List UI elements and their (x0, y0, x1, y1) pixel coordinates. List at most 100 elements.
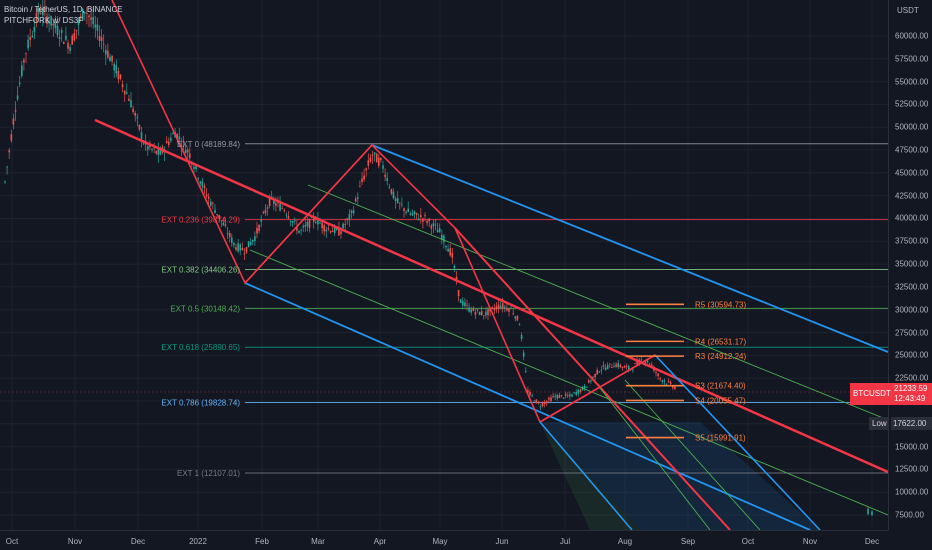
candle-body (54, 22, 57, 28)
candle-body (451, 252, 454, 258)
candle-body (69, 46, 71, 51)
candle-body (249, 242, 252, 245)
pitchfork-median-line (94, 118, 888, 474)
candle-body (197, 178, 199, 180)
candle-body (6, 166, 8, 168)
candle-body (585, 386, 588, 388)
candle-body (508, 308, 510, 312)
candle-body (468, 307, 470, 312)
candle-body (533, 400, 535, 402)
candle-body (138, 125, 141, 130)
candle-body (254, 236, 256, 241)
candle-body (42, 8, 44, 16)
candle-body (634, 363, 636, 365)
fib-level-label: EXT 0.382 (34406.26) (161, 266, 240, 275)
channel-fill-green (540, 422, 640, 530)
price-axis[interactable]: USDT 60000.00 57500.00 55000.00 52500.00 500… (888, 0, 932, 530)
candle-body (107, 50, 109, 58)
candle-body (170, 137, 172, 141)
candle-body (88, 15, 90, 18)
candle-body (447, 248, 449, 252)
candle-body (306, 222, 309, 227)
candle-body (279, 203, 281, 211)
candle-body (105, 50, 107, 55)
candle-body (470, 309, 472, 313)
fib-level-label: EXT 0.786 (19828.74) (161, 399, 240, 408)
candle-body (136, 116, 139, 118)
candle-body (373, 152, 376, 155)
time-tick-label: Aug (617, 537, 633, 546)
candle-body (625, 366, 628, 367)
chart-legend[interactable]: Bitcoin / TetherUS, 1D, BINANCE PITCHFOR… (4, 4, 123, 26)
candle-body (522, 352, 525, 357)
candle-body (285, 214, 288, 216)
price-tick-label: 7500.00 (895, 510, 924, 520)
time-tick-label: Sep (680, 537, 696, 546)
candle-body (102, 43, 105, 45)
candle-body (640, 359, 643, 361)
candle-body (132, 108, 134, 112)
candle-body (560, 395, 563, 396)
candle-body (413, 211, 416, 214)
candle-body (121, 84, 124, 88)
candle-body (266, 207, 269, 209)
candle-body (317, 217, 319, 225)
candle-body (466, 304, 468, 306)
candle-body (525, 371, 527, 373)
time-axis[interactable]: Oct Nov Dec 2022 Feb Mar Apr May Jun Jul Aug Sep Oct… (0, 530, 888, 550)
price-tick-label: 35000.00 (895, 259, 929, 269)
candle-body (8, 150, 10, 153)
candle-body (262, 212, 265, 214)
candle-body (298, 230, 300, 233)
candle-body (527, 390, 529, 393)
candle-body (134, 112, 136, 116)
candle-body (98, 35, 101, 41)
candle-body (10, 134, 13, 141)
indicator-title[interactable]: PITCHFORK w/ DS3F (4, 16, 84, 25)
time-tick-label: Nov (67, 537, 83, 546)
candle-body (510, 307, 512, 309)
candle-body (182, 140, 185, 142)
candle-body (100, 37, 103, 41)
candle-body (459, 299, 462, 304)
candle-body (483, 315, 485, 317)
candle-body (606, 365, 609, 369)
candle-body (474, 311, 477, 315)
candle-body (367, 160, 370, 166)
candle-body (598, 371, 601, 373)
candle-body (228, 232, 231, 237)
candle-body (651, 364, 653, 366)
candle-body (672, 386, 674, 388)
price-tick-label: 50000.00 (895, 122, 929, 132)
price-tick-label: 27500.00 (895, 328, 929, 338)
pivot-label: S4 (20055.47) (695, 396, 746, 405)
candle-body (420, 215, 422, 218)
candle-body (632, 369, 634, 371)
pitchfork-inner-upper (307, 184, 888, 421)
candle-body (189, 153, 191, 159)
candle-body (184, 149, 187, 154)
candle-body (315, 221, 317, 223)
symbol-title[interactable]: Bitcoin / TetherUS, 1D, BINANCE (4, 5, 123, 14)
price-tick-label: 22500.00 (895, 373, 929, 383)
last-price-tag: BTCUSDT 21233.59 12:43:49 (850, 383, 932, 405)
candle-body (31, 35, 34, 38)
price-tick-label: 37500.00 (895, 236, 929, 246)
grid-lines (0, 0, 888, 530)
candle-body (140, 132, 143, 139)
candle-body (50, 15, 52, 26)
candle-body (245, 247, 248, 253)
candle-body (441, 234, 443, 240)
chart-plot-area[interactable]: EXT 0 (48189.84) EXT 0.236 (39874.29) EXT … (0, 0, 888, 530)
candle-body (426, 220, 428, 223)
candle-body (268, 196, 271, 206)
candle-body (546, 401, 548, 404)
candle-body (548, 397, 550, 400)
sub-fork-blue-lower (539, 421, 633, 530)
candle-body (176, 133, 178, 140)
pitchfork-upper-tine (371, 144, 888, 353)
candle-body (501, 303, 504, 309)
candle-body (346, 218, 349, 220)
candle-body (602, 365, 605, 367)
